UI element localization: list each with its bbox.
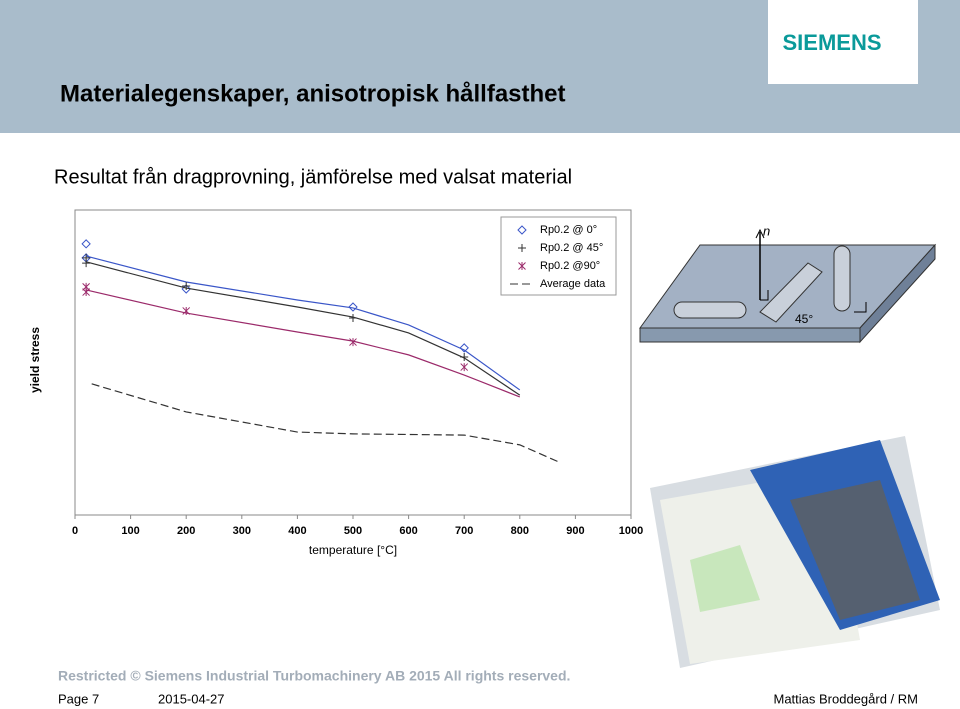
data-point bbox=[460, 353, 469, 362]
data-point bbox=[81, 239, 91, 249]
x-tick-label: 0 bbox=[72, 525, 78, 537]
x-tick-label: 600 bbox=[399, 525, 417, 537]
x-tick-label: 1000 bbox=[619, 525, 643, 537]
legend-label: Rp0.2 @ 45° bbox=[540, 242, 603, 254]
diagram-normal: n bbox=[763, 223, 770, 238]
data-point bbox=[182, 281, 191, 290]
legend bbox=[500, 216, 617, 296]
legend-symbol bbox=[517, 225, 527, 235]
legend-label: Rp0.2 @90° bbox=[540, 260, 600, 272]
data-point bbox=[348, 302, 358, 312]
data-point bbox=[82, 288, 90, 297]
average-line bbox=[91, 383, 559, 463]
x-tick-label: 500 bbox=[344, 525, 362, 537]
data-point bbox=[349, 313, 357, 322]
data-point bbox=[182, 306, 191, 315]
x-axis-label: temperature [°C] bbox=[309, 543, 397, 557]
y-axis-label: yield stress bbox=[28, 327, 42, 393]
x-tick-label: 400 bbox=[288, 525, 306, 537]
plate-diagram: n 45° bbox=[639, 223, 937, 344]
legend-symbol bbox=[518, 262, 526, 270]
title: Materialegenskaper, anisotropisk hållfas… bbox=[60, 80, 566, 107]
page-number: Page 7 bbox=[58, 691, 99, 706]
legend-label: Rp0.2 @ 0° bbox=[540, 224, 597, 236]
data-point bbox=[459, 343, 469, 353]
x-tick-label: 300 bbox=[233, 525, 251, 537]
data-point bbox=[460, 363, 469, 372]
x-tick-label: 900 bbox=[566, 525, 584, 537]
x-tick-label: 800 bbox=[511, 525, 529, 537]
logo-box bbox=[768, 0, 918, 84]
date: 2015-04-27 bbox=[158, 691, 225, 706]
legend-symbol bbox=[518, 244, 526, 252]
x-tick-label: 100 bbox=[121, 525, 139, 537]
legend-label: Average data bbox=[540, 278, 606, 290]
restricted-notice: Restricted © Siemens Industrial Turbomac… bbox=[58, 668, 570, 684]
subtitle: Resultat från dragprovning, jämförelse m… bbox=[54, 166, 572, 188]
data-point bbox=[349, 338, 357, 347]
x-tick-label: 700 bbox=[455, 525, 473, 537]
logo: SIEMENS bbox=[782, 30, 881, 55]
author: Mattias Broddegård / RM bbox=[773, 691, 918, 706]
photo bbox=[650, 436, 940, 668]
diagram-angle: 45° bbox=[795, 312, 813, 326]
data-point bbox=[82, 259, 91, 268]
x-tick-label: 200 bbox=[177, 525, 195, 537]
